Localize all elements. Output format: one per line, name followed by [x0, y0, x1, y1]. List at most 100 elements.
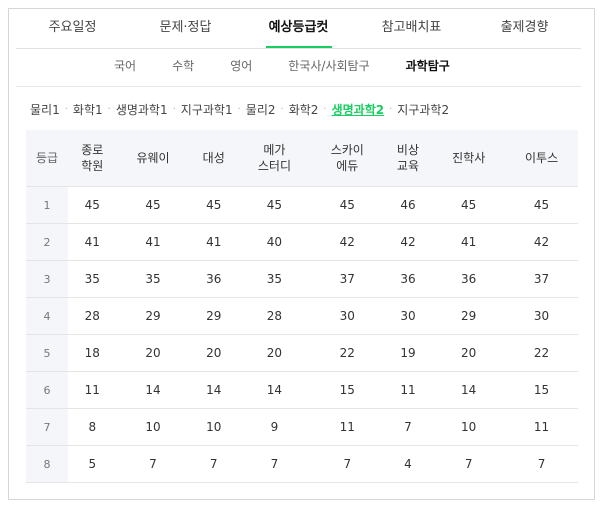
- score-cell: 20: [238, 334, 311, 372]
- subtab-4[interactable]: 한국사/사회탐구: [288, 59, 370, 73]
- score-cell: 45: [238, 186, 311, 224]
- score-cell: 20: [189, 334, 238, 372]
- score-cell: 14: [432, 371, 506, 409]
- table-body: 1 45 45 45 45 45 46 45 45 2 41 41 41 40 42 42 41 42 3 35 35 3…: [26, 186, 578, 483]
- grade-cell: 3: [26, 260, 68, 298]
- header-line: 이투스: [524, 151, 559, 165]
- table-row: 1 45 45 45 45 45 46 45 45: [26, 186, 578, 224]
- score-cell: 36: [189, 260, 238, 298]
- score-cell: 41: [116, 223, 190, 261]
- main-tabs: 주요일정 문제·정답 예상등급컷 참고배치표 출제경향: [16, 8, 581, 48]
- score-cell: 4: [383, 445, 433, 483]
- grade-cut-table: 등급 종로 학원 유웨이 대성 메가 스터디 스카이 에듀 비상 교육 진학사 이투스 1 45 45 45…: [26, 130, 578, 483]
- score-cell: 10: [116, 408, 190, 446]
- score-cell: 30: [383, 297, 433, 335]
- grade-cell: 7: [26, 408, 68, 446]
- header-line: 비상: [396, 143, 420, 157]
- tab-3[interactable]: 예상등급컷: [242, 8, 355, 48]
- header-line: 스카이: [330, 143, 364, 157]
- score-cell: 46: [383, 186, 433, 224]
- tab-2[interactable]: 문제·정답: [159, 20, 212, 35]
- score-cell: 42: [383, 223, 433, 261]
- score-cell: 22: [310, 334, 384, 372]
- tab-5[interactable]: 출제경향: [500, 20, 549, 35]
- table-row: 3 35 35 36 35 37 36 36 37: [26, 260, 578, 298]
- header-line: 유웨이: [136, 151, 170, 165]
- score-cell: 7: [505, 445, 578, 483]
- header-line: 스터디: [257, 159, 291, 173]
- score-cell: 7: [238, 445, 311, 483]
- subject-link-5[interactable]: 물리2: [245, 102, 276, 117]
- tab-1[interactable]: 주요일정: [48, 20, 97, 35]
- score-cell: 28: [68, 297, 117, 335]
- score-cell: 40: [238, 223, 311, 261]
- score-cell: 14: [116, 371, 190, 409]
- grade-cell: 6: [26, 371, 68, 409]
- score-cell: 14: [238, 371, 311, 409]
- provider-column-header: 유웨이: [116, 130, 190, 187]
- provider-column-header: 진학사: [432, 130, 506, 187]
- subtabs-divider: [16, 86, 581, 87]
- subject-link-4[interactable]: 지구과학1: [180, 102, 233, 117]
- score-cell: 29: [116, 297, 190, 335]
- subject-separator: ·: [107, 103, 111, 115]
- grade-cell: 8: [26, 445, 68, 483]
- score-cell: 37: [505, 260, 578, 298]
- subtab-3[interactable]: 영어: [230, 59, 253, 73]
- score-cell: 42: [310, 223, 384, 261]
- subject-link-2[interactable]: 화학1: [72, 102, 103, 117]
- table-row: 5 18 20 20 20 22 19 20 22: [26, 334, 578, 372]
- score-cell: 10: [432, 408, 506, 446]
- score-cell: 30: [310, 297, 384, 335]
- score-cell: 7: [116, 445, 190, 483]
- tab-4[interactable]: 참고배치표: [381, 20, 442, 35]
- provider-column-header: 이투스: [505, 130, 578, 187]
- header-line: 종로: [81, 143, 104, 157]
- subject-link-1[interactable]: 물리1: [30, 102, 60, 117]
- provider-column-header: 비상 교육: [383, 130, 433, 187]
- table-row: 6 11 14 14 14 15 11 14 15: [26, 371, 578, 409]
- table-row: 7 8 10 10 9 11 7 10 11: [26, 408, 578, 446]
- provider-column-header: 종로 학원: [68, 130, 117, 187]
- provider-column-header: 대성: [189, 130, 238, 187]
- score-cell: 18: [68, 334, 117, 372]
- score-cell: 22: [505, 334, 578, 372]
- subject-link-3[interactable]: 생명과학1: [115, 102, 168, 117]
- score-cell: 37: [310, 260, 384, 298]
- provider-column-header: 메가 스터디: [238, 130, 311, 187]
- score-cell: 42: [505, 223, 578, 261]
- score-cell: 14: [189, 371, 238, 409]
- score-cell: 20: [432, 334, 506, 372]
- score-cell: 8: [68, 408, 117, 446]
- subtab-5[interactable]: 과학탐구: [405, 59, 450, 73]
- score-cell: 41: [68, 223, 117, 261]
- score-cell: 36: [383, 260, 433, 298]
- score-cell: 41: [189, 223, 238, 261]
- score-cell: 35: [116, 260, 190, 298]
- table-row: 4 28 29 29 28 30 30 29 30: [26, 297, 578, 335]
- score-cell: 36: [432, 260, 506, 298]
- subject-link-6[interactable]: 화학2: [288, 102, 319, 117]
- score-cell: 11: [310, 408, 384, 446]
- score-cell: 9: [238, 408, 311, 446]
- subtab-1[interactable]: 국어: [114, 59, 137, 73]
- subject-link-8[interactable]: 지구과학2: [397, 102, 450, 117]
- header-line: 대성: [202, 151, 225, 165]
- score-cell: 28: [238, 297, 311, 335]
- score-cell: 30: [505, 297, 578, 335]
- table-row: 2 41 41 41 40 42 42 41 42: [26, 223, 578, 261]
- score-cell: 7: [189, 445, 238, 483]
- score-cell: 19: [383, 334, 433, 372]
- header-line: 에듀: [336, 159, 359, 173]
- subject-separator: ·: [237, 103, 241, 115]
- score-cell: 11: [68, 371, 117, 409]
- score-cell: 29: [189, 297, 238, 335]
- score-cell: 15: [310, 371, 384, 409]
- score-cell: 45: [432, 186, 506, 224]
- subject-link-7[interactable]: 생명과학2: [331, 102, 385, 117]
- subtab-2[interactable]: 수학: [172, 59, 195, 73]
- grade-cell: 5: [26, 334, 68, 372]
- score-cell: 35: [68, 260, 117, 298]
- table-header-row: 등급 종로 학원 유웨이 대성 메가 스터디 스카이 에듀 비상 교육 진학사 이투스: [26, 130, 578, 187]
